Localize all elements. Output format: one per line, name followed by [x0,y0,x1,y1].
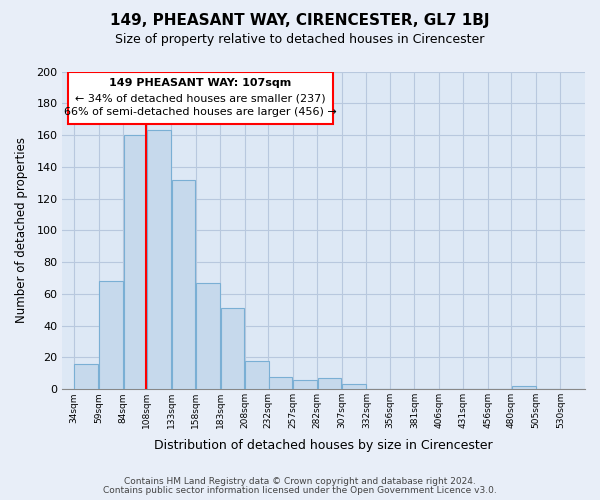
Text: Size of property relative to detached houses in Cirencester: Size of property relative to detached ho… [115,32,485,46]
Text: 149 PHEASANT WAY: 107sqm: 149 PHEASANT WAY: 107sqm [109,78,292,88]
Bar [147,130,171,389]
Text: Contains HM Land Registry data © Crown copyright and database right 2024.: Contains HM Land Registry data © Crown c… [124,477,476,486]
Text: 149, PHEASANT WAY, CIRENCESTER, GL7 1BJ: 149, PHEASANT WAY, CIRENCESTER, GL7 1BJ [110,12,490,28]
Text: 66% of semi-detached houses are larger (456) →: 66% of semi-detached houses are larger (… [64,107,337,117]
Bar [245,360,269,389]
Bar [124,135,147,389]
Bar [317,378,341,389]
Text: ← 34% of detached houses are smaller (237): ← 34% of detached houses are smaller (23… [75,94,326,104]
Bar [342,384,366,389]
Bar [74,364,98,389]
Bar [196,283,220,389]
Text: Contains public sector information licensed under the Open Government Licence v3: Contains public sector information licen… [103,486,497,495]
Bar [221,308,244,389]
Bar [172,180,195,389]
Y-axis label: Number of detached properties: Number of detached properties [15,138,28,324]
Bar [512,386,536,389]
Bar [99,281,123,389]
X-axis label: Distribution of detached houses by size in Cirencester: Distribution of detached houses by size … [154,440,493,452]
Bar [269,376,292,389]
Bar [293,380,317,389]
Bar [68,72,333,124]
